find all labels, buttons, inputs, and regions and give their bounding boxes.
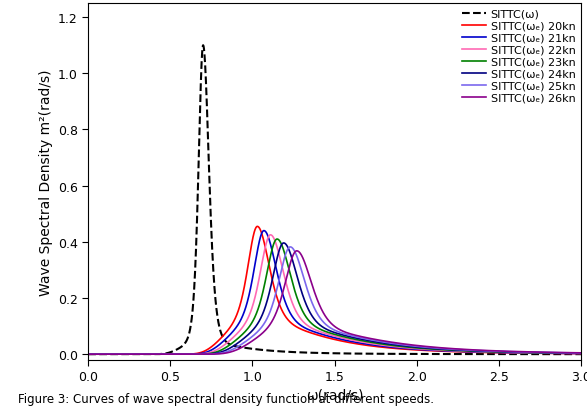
X-axis label: ω(rad/s): ω(rad/s): [306, 387, 363, 401]
SITTC(ωₑ) 24kn: [515, 350, 522, 355]
SITTC(ω): [568, 352, 575, 357]
SITTC(ωₑ) 22kn: [295, 314, 302, 319]
SITTC(ωₑ) 21kn: [85, 352, 92, 357]
SITTC(ωₑ) 25kn: [170, 352, 177, 357]
Legend: SITTC(ω), SITTC(ωₑ) 20kn, SITTC(ωₑ) 21kn, SITTC(ωₑ) 22kn, SITTC(ωₑ) 23kn, SITTC(: SITTC(ω), SITTC(ωₑ) 20kn, SITTC(ωₑ) 21kn…: [460, 7, 578, 106]
SITTC(ωₑ) 23kn: [141, 352, 148, 357]
SITTC(ωₑ) 23kn: [274, 237, 281, 242]
SITTC(ω): [200, 44, 207, 49]
SITTC(ωₑ) 24kn: [568, 351, 575, 355]
Line: SITTC(ωₑ) 26kn: SITTC(ωₑ) 26kn: [88, 251, 581, 354]
SITTC(ω): [141, 352, 148, 357]
Line: SITTC(ωₑ) 24kn: SITTC(ωₑ) 24kn: [88, 243, 581, 354]
SITTC(ωₑ) 25kn: [515, 350, 522, 355]
SITTC(ωₑ) 24kn: [295, 280, 302, 285]
SITTC(ωₑ) 22kn: [141, 352, 148, 357]
Y-axis label: Wave Spectral Density m²(rad/s): Wave Spectral Density m²(rad/s): [39, 69, 53, 295]
SITTC(ωₑ) 23kn: [170, 352, 177, 357]
SITTC(ωₑ) 26kn: [274, 308, 281, 313]
SITTC(ωₑ) 25kn: [85, 352, 92, 357]
SITTC(ωₑ) 25kn: [274, 285, 281, 290]
SITTC(ω): [170, 348, 177, 353]
SITTC(ωₑ) 22kn: [274, 246, 281, 251]
SITTC(ωₑ) 23kn: [568, 351, 575, 356]
SITTC(ωₑ) 25kn: [295, 259, 302, 264]
SITTC(ωₑ) 21kn: [170, 352, 177, 357]
SITTC(ωₑ) 23kn: [295, 300, 302, 305]
SITTC(ωₑ) 25kn: [578, 351, 585, 355]
SITTC(ωₑ) 21kn: [274, 272, 281, 276]
SITTC(ωₑ) 21kn: [515, 351, 522, 355]
SITTC(ωₑ) 26kn: [85, 352, 92, 357]
SITTC(ωₑ) 22kn: [568, 351, 575, 356]
Line: SITTC(ωₑ) 25kn: SITTC(ωₑ) 25kn: [88, 247, 581, 354]
SITTC(ωₑ) 21kn: [261, 229, 268, 234]
SITTC(ωₑ) 21kn: [141, 352, 148, 357]
SITTC(ωₑ) 20kn: [515, 351, 522, 355]
SITTC(ω): [578, 352, 585, 357]
SITTC(ωₑ) 23kn: [515, 350, 522, 355]
SITTC(ωₑ) 26kn: [141, 352, 148, 357]
SITTC(ωₑ) 22kn: [85, 352, 92, 357]
SITTC(ωₑ) 20kn: [85, 352, 92, 357]
SITTC(ωₑ) 22kn: [170, 352, 177, 357]
SITTC(ωₑ) 21kn: [578, 351, 585, 356]
SITTC(ωₑ) 20kn: [568, 351, 575, 356]
SITTC(ωₑ) 22kn: [267, 233, 274, 238]
SITTC(ωₑ) 21kn: [295, 321, 302, 326]
SITTC(ω): [295, 350, 302, 355]
SITTC(ω): [515, 352, 522, 357]
SITTC(ωₑ) 23kn: [274, 237, 281, 242]
SITTC(ωₑ) 22kn: [578, 351, 585, 356]
SITTC(ωₑ) 25kn: [141, 352, 148, 357]
SITTC(ωₑ) 22kn: [515, 350, 522, 355]
SITTC(ωₑ) 26kn: [170, 352, 177, 357]
SITTC(ωₑ) 25kn: [286, 245, 294, 250]
SITTC(ωₑ) 20kn: [578, 351, 585, 356]
SITTC(ωₑ) 20kn: [295, 326, 302, 331]
Text: Figure 3: Curves of wave spectral density function at different speeds.: Figure 3: Curves of wave spectral densit…: [18, 392, 434, 405]
SITTC(ωₑ) 24kn: [141, 352, 148, 357]
SITTC(ωₑ) 20kn: [274, 297, 281, 301]
SITTC(ωₑ) 26kn: [294, 249, 301, 254]
SITTC(ω): [85, 352, 92, 357]
Line: SITTC(ωₑ) 21kn: SITTC(ωₑ) 21kn: [88, 231, 581, 354]
SITTC(ωₑ) 23kn: [85, 352, 92, 357]
SITTC(ωₑ) 21kn: [568, 351, 575, 356]
SITTC(ωₑ) 20kn: [141, 352, 148, 357]
SITTC(ωₑ) 24kn: [85, 352, 92, 357]
SITTC(ωₑ) 24kn: [170, 352, 177, 357]
SITTC(ωₑ) 24kn: [280, 241, 287, 246]
Line: SITTC(ωₑ) 23kn: SITTC(ωₑ) 23kn: [88, 239, 581, 354]
Line: SITTC(ωₑ) 22kn: SITTC(ωₑ) 22kn: [88, 235, 581, 354]
SITTC(ωₑ) 23kn: [578, 351, 585, 356]
SITTC(ωₑ) 26kn: [515, 349, 522, 354]
Line: SITTC(ω): SITTC(ω): [88, 46, 581, 354]
SITTC(ωₑ) 20kn: [254, 225, 261, 229]
Line: SITTC(ωₑ) 20kn: SITTC(ωₑ) 20kn: [88, 227, 581, 354]
SITTC(ωₑ) 20kn: [170, 352, 177, 357]
SITTC(ωₑ) 26kn: [568, 351, 575, 355]
SITTC(ωₑ) 25kn: [568, 351, 575, 355]
SITTC(ωₑ) 24kn: [274, 256, 281, 261]
SITTC(ω): [274, 349, 281, 354]
SITTC(ωₑ) 24kn: [578, 351, 585, 356]
SITTC(ωₑ) 26kn: [295, 249, 302, 254]
SITTC(ωₑ) 26kn: [578, 351, 585, 355]
